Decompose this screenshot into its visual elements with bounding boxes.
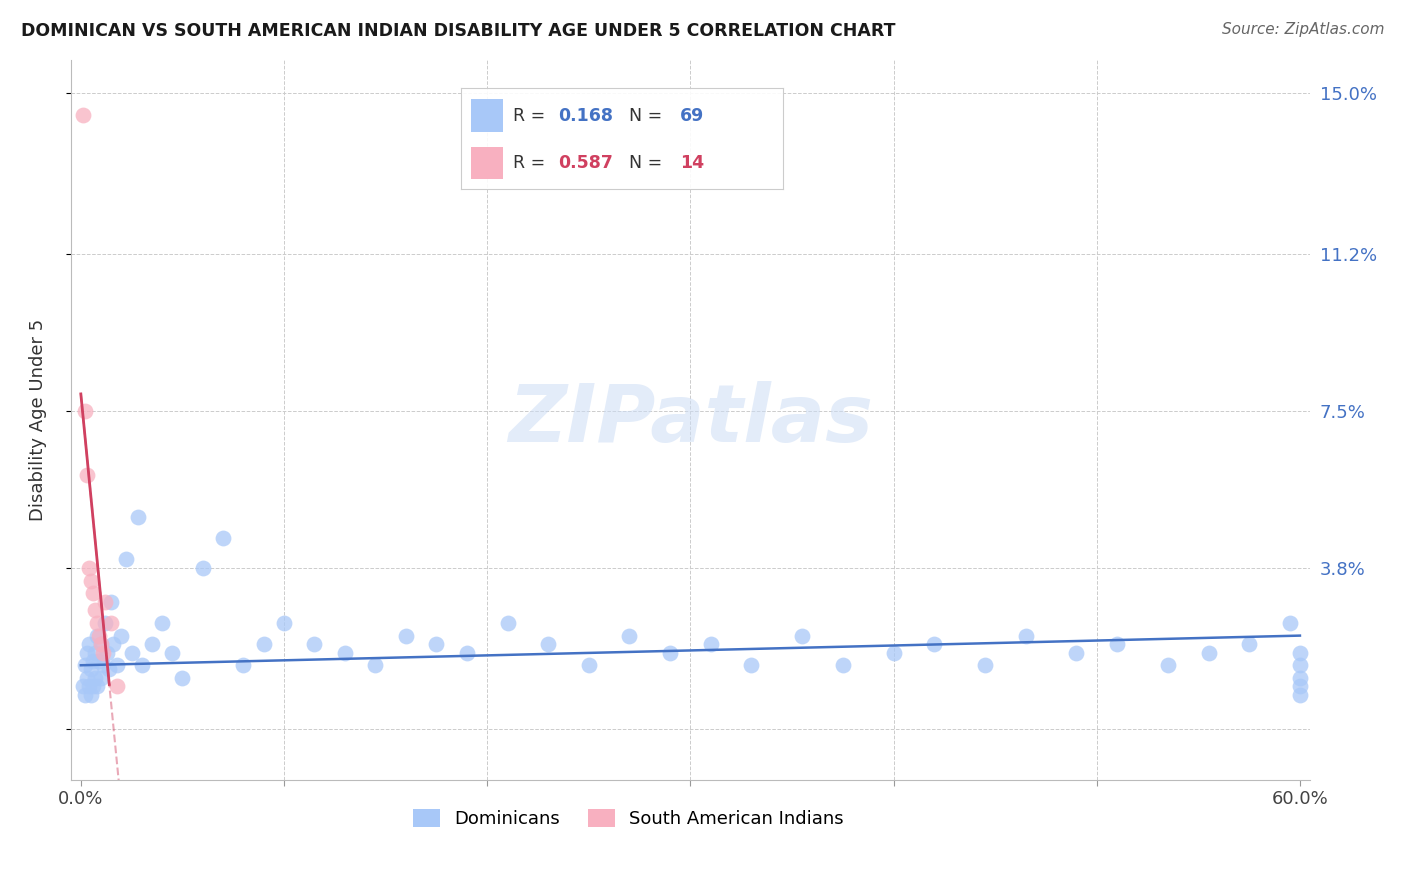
Point	[100, 595, 122, 609]
Point	[273, 615, 295, 630]
Point	[619, 629, 641, 643]
Point	[364, 658, 387, 673]
Point	[72, 680, 94, 694]
Point	[1107, 637, 1129, 651]
Point	[91, 646, 114, 660]
Point	[84, 646, 107, 660]
Point	[537, 637, 560, 651]
Point	[86, 629, 108, 643]
Point	[76, 671, 98, 685]
Point	[103, 637, 125, 651]
Point	[659, 646, 682, 660]
Point	[974, 658, 997, 673]
Point	[100, 615, 122, 630]
Point	[96, 646, 118, 660]
Point	[76, 467, 98, 482]
Point	[740, 658, 762, 673]
Point	[253, 637, 276, 651]
Point	[922, 637, 945, 651]
Point	[1289, 688, 1312, 702]
Point	[1066, 646, 1088, 660]
Text: Source: ZipAtlas.com: Source: ZipAtlas.com	[1222, 22, 1385, 37]
Point	[1278, 615, 1301, 630]
Point	[425, 637, 447, 651]
Point	[1157, 658, 1180, 673]
Point	[91, 658, 114, 673]
Point	[76, 646, 98, 660]
Point	[86, 615, 108, 630]
Point	[1289, 646, 1312, 660]
Point	[150, 615, 173, 630]
Point	[114, 552, 136, 566]
Point	[80, 688, 103, 702]
Point	[98, 663, 121, 677]
Point	[456, 646, 478, 660]
Point	[94, 595, 117, 609]
Point	[90, 671, 112, 685]
Point	[86, 680, 108, 694]
Point	[162, 646, 184, 660]
Point	[1289, 680, 1312, 694]
Point	[792, 629, 814, 643]
Point	[82, 680, 104, 694]
Point	[172, 671, 194, 685]
Point	[1237, 637, 1260, 651]
Point	[90, 637, 112, 651]
Point	[232, 658, 254, 673]
Point	[73, 688, 96, 702]
Point	[333, 646, 356, 660]
Point	[831, 658, 853, 673]
Point	[141, 637, 163, 651]
Point	[1198, 646, 1220, 660]
Point	[77, 637, 100, 651]
Point	[87, 629, 110, 643]
Point	[1289, 658, 1312, 673]
Point	[131, 658, 153, 673]
Point	[87, 654, 110, 668]
Point	[1289, 671, 1312, 685]
Point	[110, 629, 132, 643]
Point	[94, 615, 117, 630]
Point	[73, 404, 96, 418]
Point	[77, 561, 100, 575]
Point	[699, 637, 721, 651]
Point	[77, 680, 100, 694]
Point	[191, 561, 214, 575]
Point	[395, 629, 418, 643]
Point	[1014, 629, 1036, 643]
Text: DOMINICAN VS SOUTH AMERICAN INDIAN DISABILITY AGE UNDER 5 CORRELATION CHART: DOMINICAN VS SOUTH AMERICAN INDIAN DISAB…	[21, 22, 896, 40]
Point	[883, 646, 905, 660]
Y-axis label: Disability Age Under 5: Disability Age Under 5	[30, 318, 46, 521]
Point	[82, 654, 104, 668]
Point	[496, 615, 519, 630]
Legend: Dominicans, South American Indians: Dominicans, South American Indians	[406, 802, 851, 836]
Point	[84, 671, 107, 685]
Point	[127, 510, 149, 524]
Point	[304, 637, 326, 651]
Point	[73, 658, 96, 673]
Point	[578, 658, 600, 673]
Point	[84, 603, 107, 617]
Text: ZIPatlas: ZIPatlas	[508, 381, 873, 458]
Point	[72, 108, 94, 122]
Point	[80, 574, 103, 588]
Point	[82, 586, 104, 600]
Point	[107, 680, 129, 694]
Point	[80, 663, 103, 677]
Point	[212, 531, 235, 545]
Point	[90, 637, 112, 651]
Point	[107, 658, 129, 673]
Point	[121, 646, 143, 660]
